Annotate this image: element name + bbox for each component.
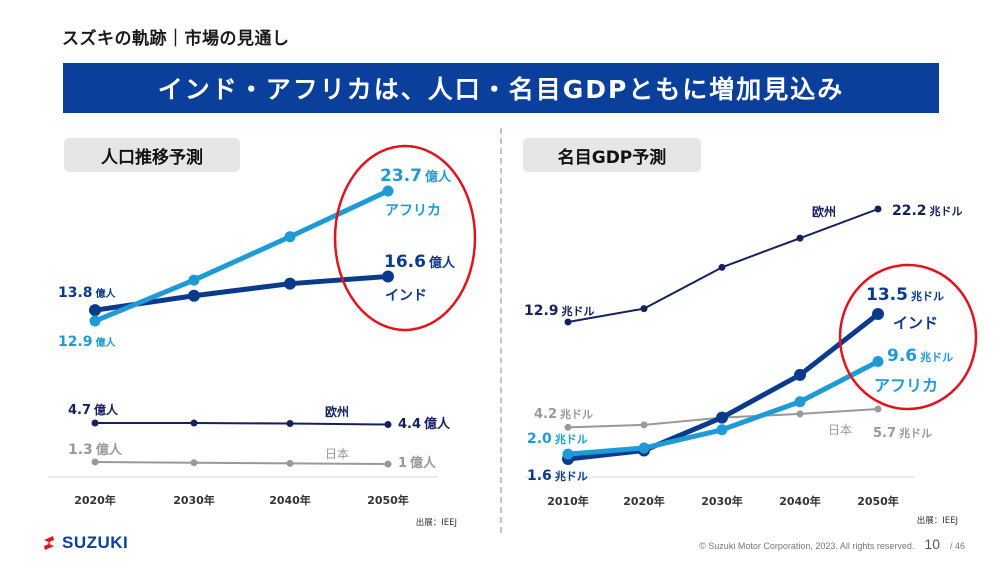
gdp-x-tick-3: 2040年 [779, 494, 821, 508]
pop-india-name-label: インド [385, 288, 427, 304]
section-title: スズキの軌跡｜市場の見通し [62, 29, 290, 49]
pop-x-tick-3: 2050年 [367, 493, 409, 507]
pop-point-3-0 [91, 458, 99, 466]
gdp-india-start-label: 1.6 兆ドル [527, 468, 588, 484]
gdp-point-0-4 [874, 205, 882, 213]
pop-x-tick-2: 2040年 [269, 493, 311, 507]
pop-x-tick-1: 2030年 [173, 493, 215, 507]
pop-europe-end-label: 4.4 億人 [398, 416, 451, 432]
page-total: / 46 [949, 541, 965, 551]
gdp-x-tick-2: 2030年 [701, 494, 743, 508]
gdp-point-3-4 [874, 405, 882, 413]
pop-japan-name-label: 日本 [325, 447, 349, 461]
pop-line-2 [95, 422, 389, 426]
pop-japan-start-label: 1.3 億人 [68, 442, 123, 458]
pop-point-1-0 [89, 315, 101, 327]
footer: © Suzuki Motor Corporation, 2023. All ri… [699, 536, 965, 552]
pop-line-1 [94, 188, 390, 324]
pop-africa-name-label: アフリカ [385, 203, 441, 219]
gdp-point-2-0 [562, 448, 574, 460]
suzuki-s-icon [44, 536, 54, 550]
pop-point-0-2 [284, 277, 296, 290]
pop-india-start-label: 13.8 億人 [58, 285, 117, 301]
gdp-chart-title: 名目GDP予測 [523, 138, 701, 172]
pop-point-1-1 [188, 274, 200, 286]
gdp-africa-name-label: アフリカ [874, 376, 938, 395]
pop-india-end-label: 16.6 億人 [384, 252, 456, 272]
gdp-line-2 [567, 359, 880, 457]
gdp-point-0-3 [796, 234, 804, 242]
gdp-japan-end-label: 5.7 兆ドル [873, 426, 932, 441]
pop-line-3 [94, 461, 389, 466]
gdp-point-2-1 [638, 442, 650, 454]
pop-point-0-3 [382, 270, 394, 283]
gdp-x-tick-0: 2010年 [547, 494, 589, 508]
pop-point-1-2 [284, 231, 296, 243]
gdp-europe-end-label: 22.2 兆ドル [892, 203, 963, 219]
pop-point-3-1 [190, 459, 198, 467]
pop-point-0-0 [89, 304, 101, 317]
pop-point-0-1 [188, 289, 200, 302]
gdp-point-1-2 [716, 411, 728, 424]
gdp-point-0-1 [640, 305, 648, 313]
gdp-africa-end-label: 9.6 兆ドル [887, 346, 953, 366]
pop-europe-name-label: 欧州 [325, 404, 349, 419]
pop-point-1-3 [382, 185, 394, 197]
pop-africa-start-label: 12.9 億人 [58, 334, 117, 350]
pop-highlight-circle [333, 144, 477, 332]
gdp-x-tick-1: 2020年 [623, 494, 665, 508]
page-number: 10 [924, 536, 940, 552]
pop-africa-end-label: 23.7 億人 [380, 166, 452, 186]
banner-title: インド・アフリカは、人口・名目GDPともに増加見込み [63, 63, 939, 113]
gdp-africa-start-label: 2.0 兆ドル [527, 431, 588, 447]
gdp-india-end-label: 13.5 兆ドル [866, 285, 944, 305]
gdp-point-2-4 [872, 356, 884, 368]
suzuki-logo: SUZUKI [40, 533, 128, 553]
gdp-point-1-3 [794, 368, 806, 381]
gdp-point-0-2 [718, 263, 726, 271]
pop-japan-end-label: 1 億人 [398, 455, 437, 471]
gdp-point-1-4 [872, 308, 884, 320]
gdp-point-3-1 [640, 421, 648, 429]
population-chart-title: 人口推移予測 [64, 138, 240, 172]
pop-point-2-2 [286, 420, 294, 427]
pop-point-2-1 [190, 419, 198, 427]
gdp-highlight-circle [838, 263, 978, 411]
pop-point-2-0 [91, 419, 99, 427]
gdp-source: 出展：IEEJ [917, 515, 958, 526]
gdp-europe-name-label: 欧州 [812, 204, 836, 219]
gdp-japan-name-label: 日本 [828, 423, 852, 437]
gdp-point-0-0 [564, 318, 572, 326]
pop-point-2-3 [384, 421, 392, 428]
gdp-point-3-3 [796, 410, 804, 418]
gdp-x-tick-4: 2050年 [857, 494, 899, 508]
gdp-india-name-label: インド [893, 314, 938, 332]
pop-source: 出展：IEEJ [416, 517, 457, 528]
gdp-point-3-0 [564, 423, 572, 431]
gdp-point-2-2 [716, 424, 728, 436]
pop-point-3-2 [286, 459, 294, 467]
gdp-japan-start-label: 4.2 兆ドル [534, 407, 593, 422]
gdp-point-2-3 [794, 396, 806, 408]
pop-x-tick-0: 2020年 [74, 493, 116, 507]
chart-divider [500, 128, 502, 533]
copyright: © Suzuki Motor Corporation, 2023. All ri… [699, 541, 915, 551]
pop-point-3-3 [384, 460, 392, 468]
logo-text: SUZUKI [62, 533, 129, 552]
pop-europe-start-label: 4.7 億人 [68, 402, 119, 418]
gdp-europe-start-label: 12.9 兆ドル [524, 303, 595, 319]
